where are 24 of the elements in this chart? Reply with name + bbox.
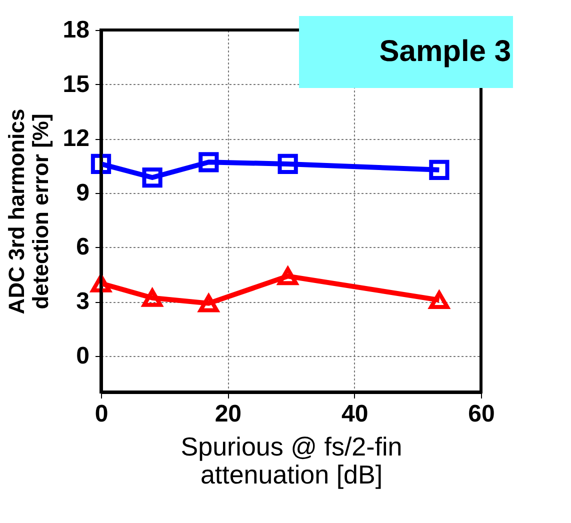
- y-tick-label: 6: [76, 234, 90, 261]
- y-axis-title: ADC 3rd harmonics detection error [%]: [4, 108, 53, 314]
- x-tick-label: 0: [94, 400, 108, 428]
- point: [278, 267, 298, 286]
- point: [429, 291, 450, 310]
- point: [198, 152, 219, 172]
- x-axis-title: Spurious @ fs/2-fin attenuation [dB]: [180, 432, 402, 490]
- point: [142, 288, 162, 307]
- x-tick-label: 40: [341, 400, 368, 428]
- point: [278, 154, 298, 174]
- y-tick-label: 3: [76, 288, 90, 315]
- point: [142, 167, 162, 188]
- point: [90, 154, 112, 174]
- y-tick-label: 0: [76, 342, 90, 370]
- y-tick-label: 12: [62, 125, 90, 152]
- point: [90, 274, 112, 292]
- y-tick-label: 18: [62, 16, 90, 44]
- annotation: Sample 3: [379, 35, 511, 68]
- point: [198, 294, 219, 312]
- point: [429, 160, 450, 180]
- y-tick-label: 9: [76, 179, 90, 206]
- x-tick-label: 60: [468, 400, 495, 428]
- x-tick-label: 20: [214, 400, 242, 428]
- y-tick-label: 15: [62, 70, 90, 98]
